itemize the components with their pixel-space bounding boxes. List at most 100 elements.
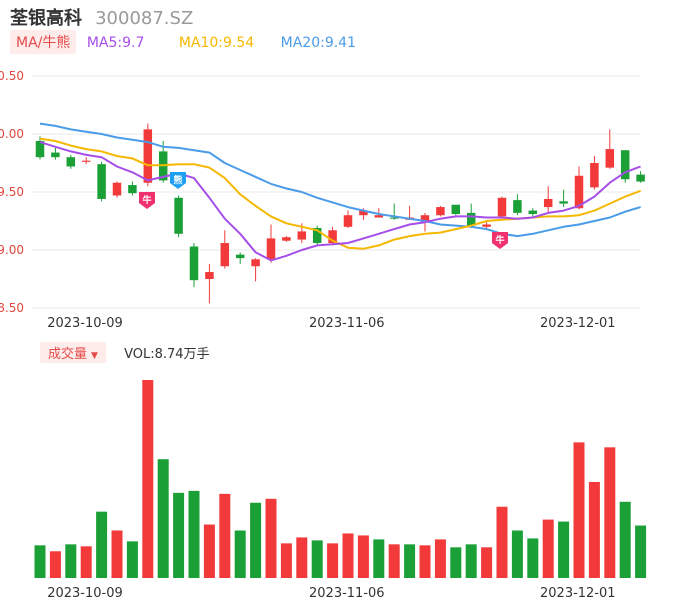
price-grid [32, 75, 640, 309]
candle-body [497, 197, 507, 217]
candle[interactable] [97, 161, 106, 202]
candle[interactable] [282, 236, 291, 242]
y-tick-label: 10.50 [0, 69, 24, 83]
candle-body [266, 238, 276, 260]
volume-bar [558, 521, 570, 578]
volume-bar [604, 447, 616, 578]
candle-body [590, 163, 599, 188]
candle-body [343, 215, 353, 227]
x-tick-label: 2023-11-06 [309, 586, 385, 601]
candle-body [297, 231, 307, 240]
volume-bar [373, 539, 385, 578]
candle[interactable] [528, 208, 538, 217]
candle[interactable] [574, 166, 584, 210]
volume-bar [573, 442, 585, 578]
candle-body [112, 182, 122, 196]
volume-bar [173, 492, 185, 578]
volume-toggle-label: 成交量 [48, 347, 88, 362]
candle[interactable] [266, 224, 276, 263]
volume-bar [450, 547, 462, 578]
x-tick-label: 2023-11-06 [309, 316, 385, 331]
candle[interactable] [374, 208, 384, 218]
candle-body [636, 174, 645, 182]
candle[interactable] [482, 222, 491, 228]
bear-badge-label: 熊 [173, 174, 182, 186]
volume-bar [250, 502, 262, 578]
volume-bar [111, 530, 123, 578]
candle[interactable] [251, 258, 260, 282]
ma5-line [39, 141, 641, 262]
candlestick-series [35, 123, 645, 304]
candle-body [436, 207, 445, 216]
bull-signal-badge[interactable]: 牛 [139, 192, 155, 209]
candle[interactable] [51, 147, 60, 160]
candle[interactable] [620, 150, 630, 183]
candle-body [51, 152, 60, 158]
y-tick-label: 9.00 [0, 243, 24, 257]
candle-body [528, 210, 538, 215]
candle[interactable] [636, 171, 645, 183]
volume-bar [65, 544, 77, 578]
ma10-legend: MA10:9.54 [178, 35, 255, 51]
candle[interactable] [559, 189, 568, 208]
signal-badges: 牛 熊 牛 [139, 172, 508, 249]
candle[interactable] [143, 123, 153, 187]
volume-bar [157, 459, 169, 578]
candle[interactable] [220, 230, 230, 269]
volume-bar [296, 537, 308, 578]
ma5-legend: MA5:9.7 [86, 35, 145, 51]
bear-signal-badge[interactable]: 熊 [170, 172, 186, 189]
candle[interactable] [189, 243, 199, 288]
candle[interactable] [174, 195, 183, 238]
price-y-axis: 10.50 10.00 9.50 9.00 8.50 [0, 69, 24, 315]
volume-x-axis: 2023-10-09 2023-11-06 2023-12-01 [47, 586, 615, 601]
candle[interactable] [513, 194, 522, 216]
volume-bar [496, 506, 508, 578]
candle[interactable] [35, 136, 45, 160]
candle[interactable] [436, 205, 445, 217]
candle-body [482, 224, 491, 227]
candle-body [466, 212, 476, 226]
candle-body [513, 200, 522, 213]
candle[interactable] [205, 263, 214, 304]
volume-bar [96, 511, 108, 578]
volume-bar [188, 490, 200, 578]
candle-body [389, 217, 399, 219]
volume-indicator-dropdown[interactable]: 成交量 ▼ [40, 342, 106, 363]
volume-bar [542, 519, 554, 578]
ma20-legend: MA20:9.41 [280, 35, 356, 51]
candle[interactable] [81, 157, 91, 165]
candle-body [328, 230, 337, 244]
ma-lines [39, 122, 641, 262]
candle[interactable] [605, 129, 615, 169]
candle[interactable] [235, 252, 245, 264]
bull-signal-badge[interactable]: 牛 [492, 232, 508, 249]
stock-header: 荃银高科 300087.SZ [10, 4, 193, 29]
candle-body [220, 243, 230, 267]
candle-body [81, 160, 91, 162]
volume-bar [49, 551, 61, 578]
candle-body [559, 201, 568, 204]
candle[interactable] [328, 226, 337, 246]
candle-body [574, 175, 584, 209]
candle[interactable] [128, 181, 137, 196]
volume-bar [219, 493, 231, 578]
ma-legend-bar: MA/牛熊 MA5:9.7 MA10:9.54 MA20:9.41 [10, 30, 356, 56]
volume-bar [342, 533, 354, 578]
candle[interactable] [66, 154, 76, 169]
candle[interactable] [497, 196, 507, 218]
candle-body [282, 237, 291, 241]
candle[interactable] [112, 181, 122, 198]
candle-body [605, 149, 615, 168]
candle[interactable] [451, 204, 461, 216]
ma-indicator-toggle[interactable]: MA/牛熊 [10, 30, 77, 54]
volume-bar [404, 544, 416, 578]
volume-bar [511, 530, 523, 578]
candle[interactable] [312, 225, 322, 246]
ma20-line [39, 122, 641, 238]
candle[interactable] [543, 186, 553, 215]
candle-body [451, 204, 461, 215]
candle[interactable] [590, 156, 599, 190]
volume-bar [265, 498, 277, 578]
candle[interactable] [343, 210, 353, 228]
